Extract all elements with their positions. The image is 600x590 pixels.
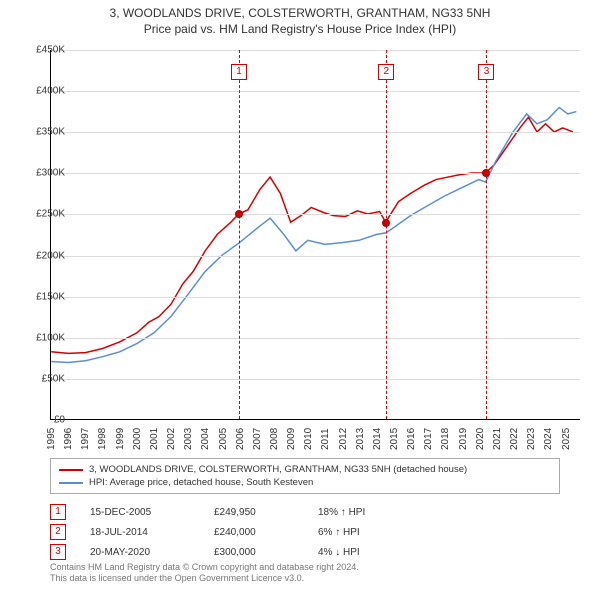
x-axis-label: 2011	[320, 428, 331, 450]
chart-plot-area: 1 2 3	[50, 50, 580, 420]
gridline-horizontal	[51, 132, 580, 133]
transaction-row: 1 15-DEC-2005 £249,950 18% ↑ HPI	[50, 502, 560, 522]
y-axis-label: £0	[20, 415, 65, 426]
y-axis-label: £400K	[20, 86, 65, 97]
x-axis-label: 2008	[269, 428, 280, 450]
gridline-horizontal	[51, 214, 580, 215]
attribution-line-1: Contains HM Land Registry data © Crown c…	[50, 562, 359, 573]
x-axis-label: 2001	[149, 428, 160, 450]
gridline-horizontal	[51, 338, 580, 339]
x-axis-label: 2019	[458, 428, 469, 450]
y-axis-label: £150K	[20, 291, 65, 302]
gridline-horizontal	[51, 173, 580, 174]
transaction-price: £249,950	[214, 507, 294, 518]
series-line-hpi	[51, 107, 576, 362]
legend-row: 3, WOODLANDS DRIVE, COLSTERWORTH, GRANTH…	[59, 463, 551, 476]
x-axis-label: 2023	[526, 428, 537, 450]
transaction-price: £300,000	[214, 547, 294, 558]
title-line-1: 3, WOODLANDS DRIVE, COLSTERWORTH, GRANTH…	[10, 6, 590, 20]
legend-swatch	[59, 482, 83, 484]
legend-swatch	[59, 469, 83, 471]
y-axis-label: £250K	[20, 209, 65, 220]
x-axis-label: 2016	[406, 428, 417, 450]
transaction-diff: 4% ↓ HPI	[318, 547, 408, 558]
transaction-table: 1 15-DEC-2005 £249,950 18% ↑ HPI 2 18-JU…	[50, 502, 560, 562]
transaction-badge: 1	[50, 504, 66, 520]
x-axis-label: 2009	[286, 428, 297, 450]
x-axis-label: 2020	[475, 428, 486, 450]
gridline-horizontal	[51, 256, 580, 257]
chart-lines-svg	[51, 50, 580, 419]
transaction-badge: 2	[50, 524, 66, 540]
transaction-date: 18-JUL-2014	[90, 527, 190, 538]
y-axis-label: £450K	[20, 45, 65, 56]
title-line-2: Price paid vs. HM Land Registry's House …	[10, 22, 590, 36]
event-vline	[239, 50, 240, 419]
x-axis-label: 1998	[97, 428, 108, 450]
x-axis-label: 2024	[543, 428, 554, 450]
y-axis-label: £50K	[20, 373, 65, 384]
chart-title-block: 3, WOODLANDS DRIVE, COLSTERWORTH, GRANTH…	[0, 0, 600, 40]
transaction-date: 15-DEC-2005	[90, 507, 190, 518]
legend-row: HPI: Average price, detached house, Sout…	[59, 476, 551, 489]
x-axis-label: 2003	[183, 428, 194, 450]
transaction-price: £240,000	[214, 527, 294, 538]
attribution-block: Contains HM Land Registry data © Crown c…	[50, 562, 359, 585]
x-axis-label: 2015	[389, 428, 400, 450]
gridline-horizontal	[51, 379, 580, 380]
legend-label: HPI: Average price, detached house, Sout…	[89, 477, 313, 488]
y-axis-label: £350K	[20, 127, 65, 138]
transaction-marker	[382, 219, 390, 227]
x-axis-label: 2021	[492, 428, 503, 450]
x-axis-label: 2025	[561, 428, 572, 450]
transaction-date: 20-MAY-2020	[90, 547, 190, 558]
x-axis-label: 1995	[46, 428, 57, 450]
transaction-row: 3 20-MAY-2020 £300,000 4% ↓ HPI	[50, 542, 560, 562]
transaction-marker	[235, 210, 243, 218]
x-axis-label: 1997	[80, 428, 91, 450]
y-axis-label: £300K	[20, 168, 65, 179]
transaction-diff: 18% ↑ HPI	[318, 507, 408, 518]
x-axis-label: 2018	[440, 428, 451, 450]
x-axis-label: 1999	[115, 428, 126, 450]
series-line-price_paid	[51, 117, 573, 353]
x-axis-label: 2010	[303, 428, 314, 450]
transaction-diff: 6% ↑ HPI	[318, 527, 408, 538]
x-axis-label: 2022	[509, 428, 520, 450]
gridline-horizontal	[51, 50, 580, 51]
x-axis-label: 2006	[235, 428, 246, 450]
transaction-badge: 3	[50, 544, 66, 560]
x-axis-label: 2004	[200, 428, 211, 450]
x-axis-label: 2013	[355, 428, 366, 450]
event-vline	[386, 50, 387, 419]
transaction-row: 2 18-JUL-2014 £240,000 6% ↑ HPI	[50, 522, 560, 542]
y-axis-label: £100K	[20, 332, 65, 343]
x-axis-label: 2000	[132, 428, 143, 450]
event-vline-badge: 3	[478, 64, 494, 80]
event-vline-badge: 2	[378, 64, 394, 80]
x-axis-label: 2002	[166, 428, 177, 450]
x-axis-label: 2012	[338, 428, 349, 450]
x-axis-label: 2005	[218, 428, 229, 450]
transaction-marker	[482, 169, 490, 177]
gridline-horizontal	[51, 297, 580, 298]
legend-box: 3, WOODLANDS DRIVE, COLSTERWORTH, GRANTH…	[50, 458, 560, 494]
y-axis-label: £200K	[20, 250, 65, 261]
x-axis-label: 2007	[252, 428, 263, 450]
attribution-line-2: This data is licensed under the Open Gov…	[50, 573, 359, 584]
legend-label: 3, WOODLANDS DRIVE, COLSTERWORTH, GRANTH…	[89, 464, 467, 475]
x-axis-label: 1996	[63, 428, 74, 450]
x-axis-label: 2017	[423, 428, 434, 450]
event-vline	[486, 50, 487, 419]
gridline-horizontal	[51, 91, 580, 92]
x-axis-label: 2014	[372, 428, 383, 450]
event-vline-badge: 1	[231, 64, 247, 80]
